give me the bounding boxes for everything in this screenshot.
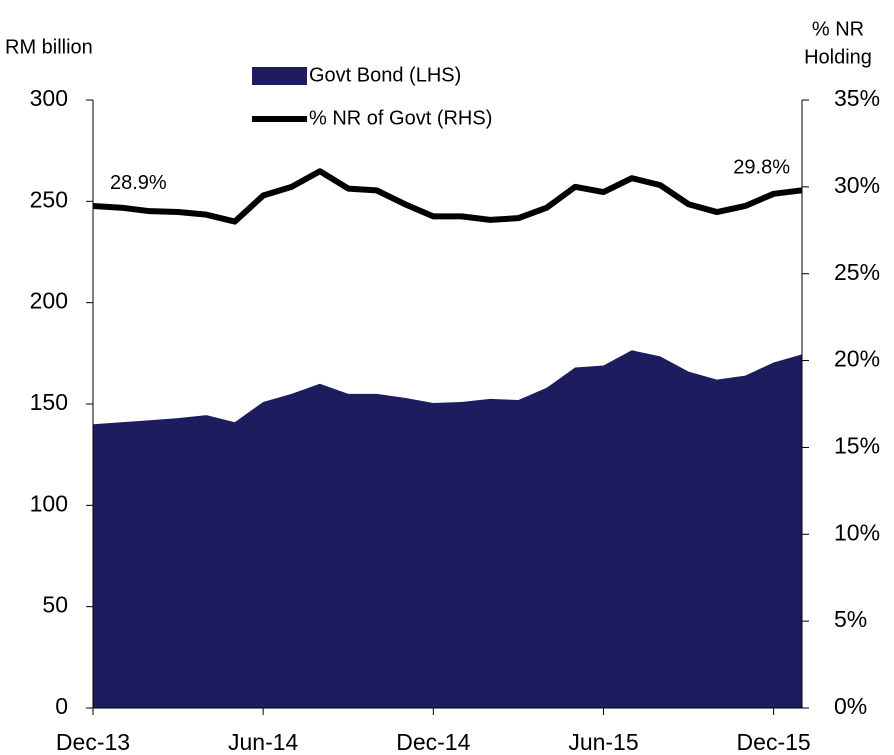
area [93,350,802,708]
x-tick-label: Dec-14 [396,729,470,755]
y-tick-label: 0 [55,693,68,719]
y-axis-label: RM billion [5,36,93,58]
y-tick-label: 150 [30,389,68,415]
y-tick-label: 250 [30,186,68,212]
x-tick-label: Jun-14 [228,729,299,755]
y2-tick-label: 15% [834,433,880,459]
y2-tick-label: 25% [834,259,880,285]
x-tick-label: Dec-15 [737,729,811,755]
x-tick-label: Dec-13 [56,729,130,755]
y2-tick-label: 10% [834,519,880,545]
data-label: 28.9% [110,172,167,194]
y2-tick-label: 30% [834,172,880,198]
legend-label: % NR of Govt (RHS) [309,107,492,129]
y2-tick-label: 35% [834,85,880,111]
x-tick-label: Jun-15 [568,729,638,755]
y2-tick-label: 20% [834,346,880,372]
y-tick-label: 200 [30,288,68,314]
y-tick-label: 300 [30,85,68,111]
y2-axis-label: Holding [804,46,872,68]
y2-axis-label: % NR [812,18,864,40]
y-tick-label: 50 [42,592,68,618]
legend-label: Govt Bond (LHS) [309,64,461,86]
y-tick-label: 100 [30,490,68,516]
y2-tick-label: 5% [834,606,867,632]
y2-tick-label: 0% [834,693,867,719]
line [92,168,803,225]
legend-swatch [252,67,307,85]
data-label: 29.8% [733,157,790,179]
